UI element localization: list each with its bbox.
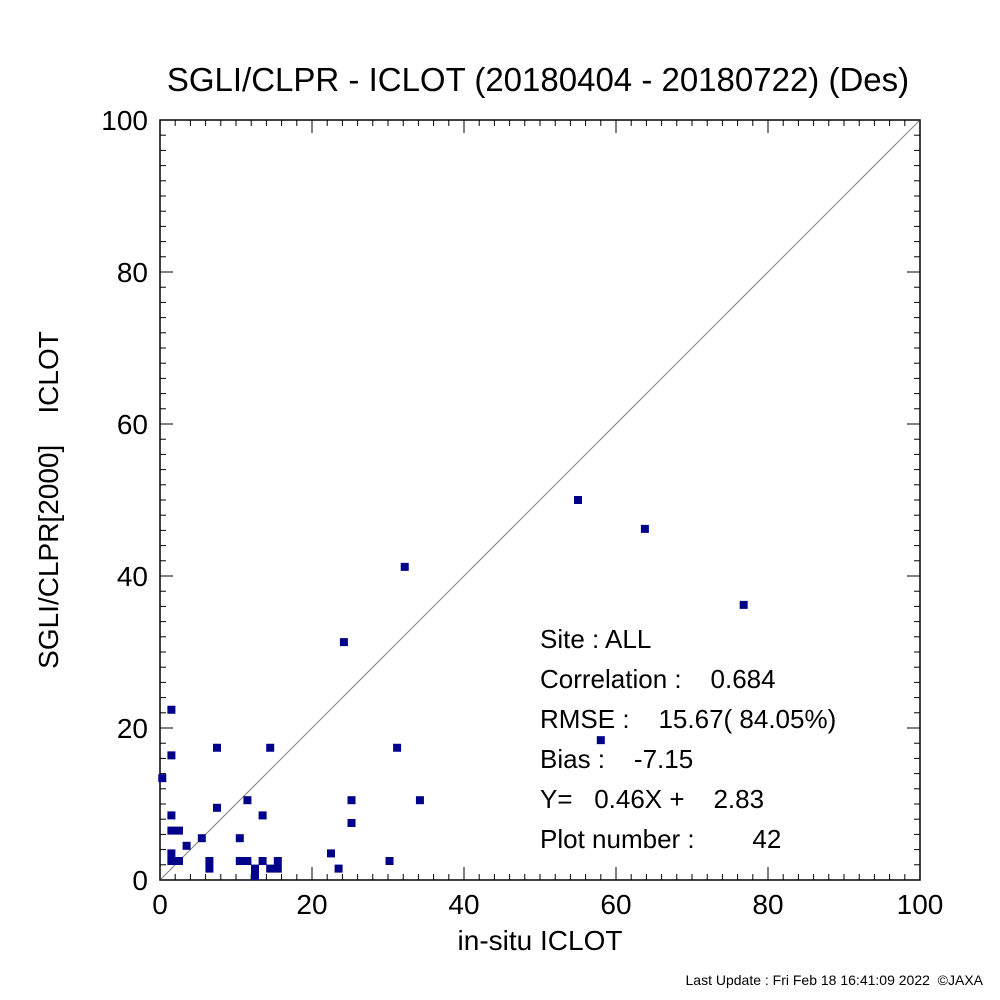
data-point xyxy=(158,774,167,783)
y-tick-label: 80 xyxy=(117,257,148,288)
data-point xyxy=(213,743,221,752)
x-tick-labels: 0 20 40 60 80 100 xyxy=(152,889,943,920)
x-tick-label: 0 xyxy=(152,889,168,920)
stats-rmse: RMSE : 15.67( 84.05%) xyxy=(540,704,836,734)
data-point xyxy=(167,849,176,858)
axis-ticks xyxy=(159,119,921,881)
x-tick-label: 100 xyxy=(897,889,944,920)
x-tick-label: 20 xyxy=(296,889,327,920)
y-tick-label: 0 xyxy=(132,865,148,896)
data-point xyxy=(393,743,402,752)
data-point xyxy=(273,864,282,873)
data-point xyxy=(182,841,191,850)
data-point xyxy=(347,796,356,805)
data-point xyxy=(167,857,176,865)
data-point xyxy=(739,600,748,609)
y-tick-label: 40 xyxy=(117,561,148,592)
data-point xyxy=(347,819,356,827)
stats-regression: Y= 0.46X + 2.83 xyxy=(540,784,764,814)
y-tick-label: 100 xyxy=(101,105,148,136)
data-point xyxy=(175,826,183,835)
y-tick-label: 60 xyxy=(117,409,148,440)
data-point xyxy=(235,834,244,843)
y-tick-labels: 0 20 40 60 80 100 xyxy=(101,105,148,896)
y-axis-label: SGLI/CLPR[2000] ICLOT xyxy=(33,331,64,669)
data-point xyxy=(385,857,394,865)
data-point xyxy=(640,524,649,533)
stats-box: Site : ALL Correlation : 0.684 RMSE : 15… xyxy=(540,624,836,854)
data-points xyxy=(158,496,748,881)
data-point xyxy=(400,562,409,571)
data-point xyxy=(175,857,183,865)
stats-bias: Bias : -7.15 xyxy=(540,744,693,774)
data-point xyxy=(167,826,176,835)
stats-site: Site : ALL xyxy=(540,624,651,654)
data-point xyxy=(415,796,424,805)
x-tick-label: 80 xyxy=(752,889,783,920)
data-point xyxy=(167,705,176,714)
data-point xyxy=(273,857,282,865)
x-axis-label: in-situ ICLOT xyxy=(458,925,623,956)
y-tick-label: 20 xyxy=(117,713,148,744)
data-point xyxy=(258,857,267,865)
data-point xyxy=(251,864,259,873)
data-point xyxy=(243,796,252,805)
data-point xyxy=(339,638,348,647)
data-point xyxy=(258,811,267,820)
data-point xyxy=(251,872,259,881)
x-tick-label: 40 xyxy=(448,889,479,920)
data-point xyxy=(167,811,176,820)
data-point xyxy=(213,803,221,812)
data-point xyxy=(243,857,252,865)
footer-last-update: Last Update : Fri Feb 18 16:41:09 2022 ©… xyxy=(686,972,984,988)
data-point xyxy=(235,857,244,865)
stats-correlation: Correlation : 0.684 xyxy=(540,664,776,694)
data-point xyxy=(574,496,582,504)
data-point xyxy=(205,857,214,865)
data-point xyxy=(197,834,206,843)
x-tick-label: 60 xyxy=(600,889,631,920)
data-point xyxy=(266,743,275,752)
data-point xyxy=(334,864,343,873)
data-point xyxy=(327,849,335,858)
data-point xyxy=(266,864,275,873)
data-point xyxy=(596,736,605,745)
one-to-one-line xyxy=(159,119,921,881)
data-point xyxy=(167,751,176,760)
chart-title: SGLI/CLPR - ICLOT (20180404 - 20180722) … xyxy=(167,61,909,98)
data-point xyxy=(205,864,214,873)
stats-plot-number: Plot number : 42 xyxy=(540,824,781,854)
